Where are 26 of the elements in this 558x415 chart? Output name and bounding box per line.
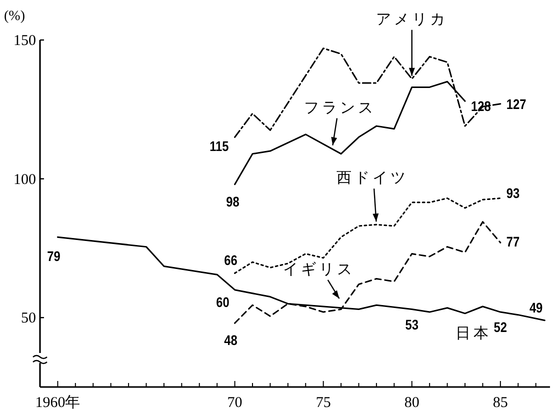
annotation: 西ドイツ [336,168,408,187]
data-label: 77 [506,234,520,250]
data-label: 98 [226,193,240,210]
annotation: アメリカ [376,10,448,28]
data-label: 52 [494,319,508,336]
y-axis-title: (%) [4,9,26,24]
x-tick-label: 85 [492,395,508,411]
x-tick-label: 75 [316,395,331,411]
data-label: 79 [47,248,60,264]
x-tick-label: 80 [404,395,420,411]
y-tick-label: 100 [14,172,36,188]
data-label: 48 [224,332,238,348]
data-label: 49 [529,299,543,316]
y-tick-label: 50 [21,310,36,327]
data-label: 53 [405,316,418,333]
annotation: 日本 [455,324,492,342]
data-label: 127 [506,96,526,112]
data-label: 60 [216,294,230,310]
x-tick-label: 1960年 [35,394,80,411]
data-label: 115 [210,138,229,154]
annotation: フランス [304,98,376,116]
annotation: イギリス [283,260,356,278]
x-tick-label: 70 [227,395,242,411]
data-label: 93 [506,185,520,202]
y-tick-label: 150 [14,33,36,49]
data-label: 66 [224,252,238,268]
